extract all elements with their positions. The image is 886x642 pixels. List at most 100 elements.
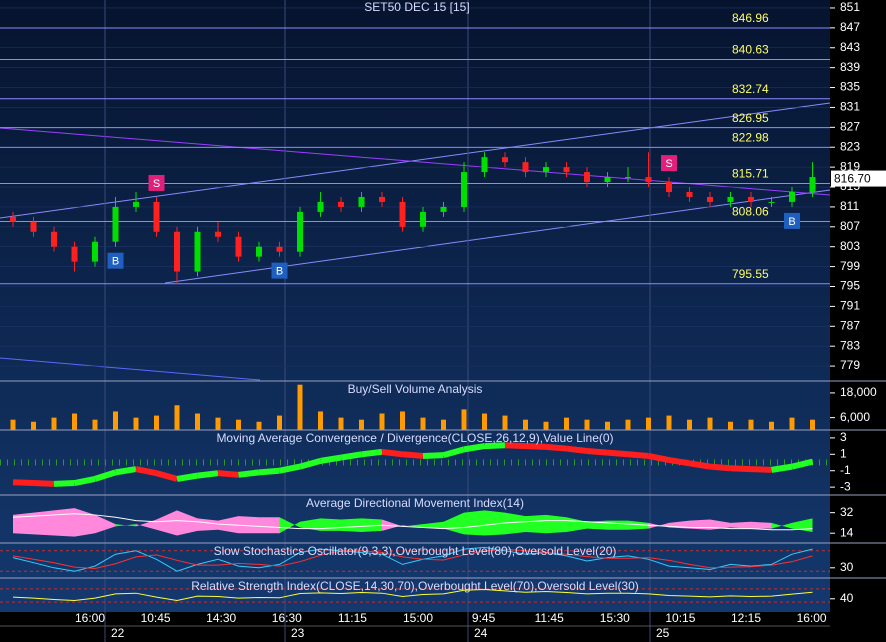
plot-background (0, 0, 830, 612)
macd-segment (525, 443, 547, 450)
volume-bar (482, 413, 487, 430)
candle-body (481, 157, 488, 173)
indicator-line (12, 589, 813, 601)
price-axis-background (830, 0, 886, 642)
candle-body (71, 246, 78, 262)
y-tick-label: 831 (840, 100, 860, 114)
candle-body (358, 196, 365, 207)
y-tick-label: 791 (840, 299, 860, 313)
candle-body (133, 201, 139, 207)
di-fill (115, 524, 136, 527)
candle-body (789, 191, 795, 202)
y-tick-label: 795 (840, 279, 860, 293)
volume-bar (379, 413, 385, 430)
macd-segment (566, 445, 588, 454)
y-tick-label: 827 (840, 120, 860, 134)
y-tick-label: 843 (840, 40, 860, 54)
trendline (0, 102, 831, 219)
y-tick-label: 803 (840, 239, 860, 253)
di-fill (546, 514, 567, 534)
di-fill (423, 521, 444, 529)
volume-bar (31, 421, 36, 430)
candle-body (809, 177, 816, 192)
di-fill (300, 518, 321, 531)
di-fill (33, 510, 54, 536)
volume-bar (584, 419, 590, 430)
volume-bar (523, 419, 528, 430)
macd-segment (53, 480, 75, 487)
panel-title: Moving Average Convergence / Divergence(… (216, 431, 613, 445)
volume-bar (72, 413, 77, 430)
di-fill (382, 519, 403, 531)
volume-bar (666, 415, 672, 430)
macd-segment (504, 442, 526, 450)
volume-bar (810, 419, 815, 430)
y-tick-label: 32 (840, 505, 854, 519)
di-fill (13, 512, 34, 535)
level-label: 808.06 (732, 205, 769, 219)
macd-segment (402, 451, 424, 459)
x-tick-label: 11:15 (338, 611, 367, 625)
volume-bar (338, 417, 344, 430)
y-tick-label: 835 (840, 80, 860, 94)
candle-body (276, 246, 283, 252)
macd-segment (73, 475, 96, 486)
di-fill (177, 510, 198, 536)
signal-label: B (276, 266, 283, 278)
candle-body (297, 211, 303, 252)
signal-label: S (153, 178, 160, 190)
level-label: 832.74 (732, 82, 769, 96)
di-fill (628, 520, 649, 530)
volume-bar (359, 419, 364, 430)
macd-segment (586, 448, 608, 456)
macd-segment (217, 470, 239, 478)
volume-bar (769, 421, 774, 430)
candle-body (645, 177, 652, 183)
macd-segment (545, 443, 567, 452)
x-tick-label: 11:45 (535, 611, 564, 625)
candle-body (92, 241, 98, 262)
volume-bar (154, 415, 159, 430)
di-fill (710, 519, 731, 530)
x-tick-label: 10:45 (141, 611, 171, 625)
level-label: 840.63 (732, 43, 769, 57)
macd-segment (238, 469, 260, 478)
candle-body (748, 196, 754, 202)
candle-body (338, 201, 344, 207)
candle-body (10, 216, 16, 222)
adx-line (12, 513, 813, 531)
volume-bar (564, 417, 569, 430)
macd-segment (197, 470, 219, 479)
candle-body (584, 172, 590, 183)
candle-body (194, 231, 201, 272)
signal-badge (661, 155, 677, 172)
macd-segment (340, 451, 362, 461)
di-fill (730, 521, 751, 529)
macd-segment (94, 469, 117, 482)
y-tick-label: -3 (840, 479, 851, 493)
di-fill (771, 522, 792, 529)
macd-segment (750, 466, 772, 473)
candle-body (502, 157, 508, 163)
panel-title: Relative Strength Index(CLOSE,14,30,70),… (191, 579, 639, 593)
di-fill (156, 510, 177, 536)
y-tick-label: 6,000 (840, 410, 870, 424)
x-tick-label: 15:00 (403, 611, 433, 625)
candle-body (522, 162, 529, 173)
signal-label: B (112, 256, 119, 268)
volume-bar (461, 409, 467, 430)
level-label: 795.55 (732, 267, 769, 281)
macd-segment (647, 453, 670, 463)
y-tick-label: 787 (840, 318, 860, 332)
macd-segment (607, 449, 629, 458)
di-fill (320, 518, 341, 531)
last-price-box (831, 170, 886, 187)
candle-body (440, 206, 447, 212)
macd-segment (730, 465, 752, 473)
x-tick-label: 10:15 (665, 611, 695, 625)
volume-bar (400, 411, 405, 430)
panel-title: Average Directional Movement Index(14) (306, 496, 524, 510)
volume-bar (502, 415, 508, 430)
y-tick-label: 30 (840, 560, 854, 574)
